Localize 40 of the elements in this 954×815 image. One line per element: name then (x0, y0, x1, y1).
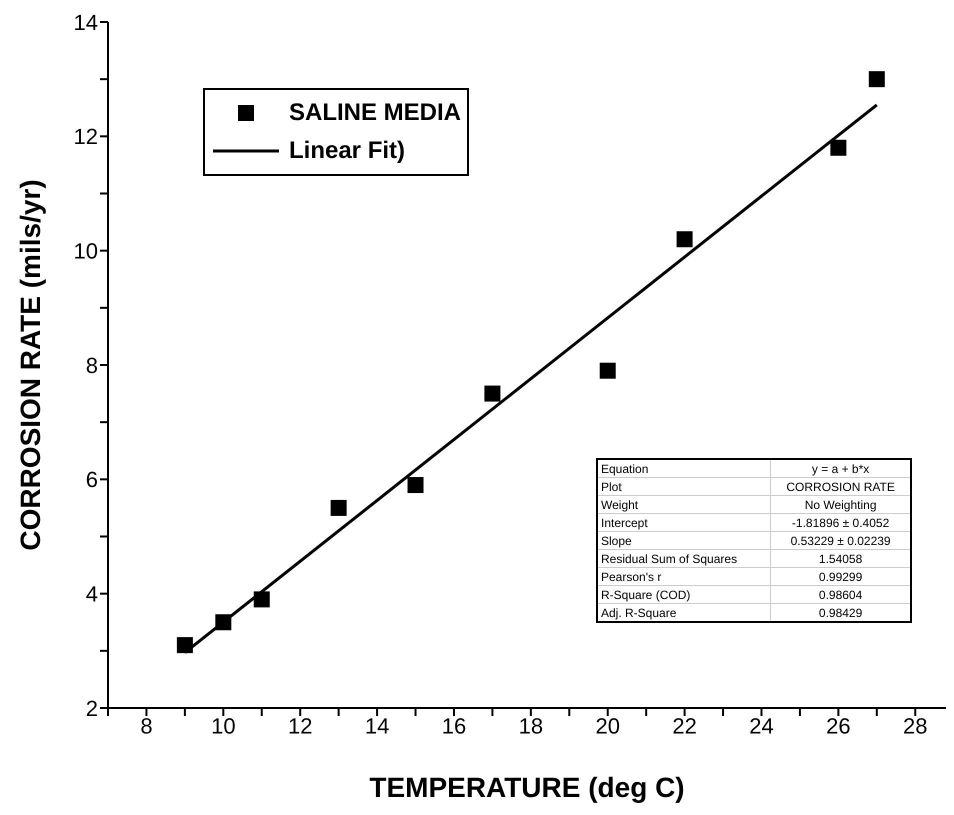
annotation: R-Square (COD) (597, 586, 771, 604)
y-tick-label: 14 (74, 10, 98, 35)
annotation: Plot (597, 478, 771, 496)
y-tick-label: 10 (74, 238, 98, 264)
x-tick-label: 24 (749, 714, 774, 739)
x-tick-label: 26 (826, 714, 851, 739)
annotation: Weight (597, 496, 771, 514)
annotation: 0.53229 ± 0.02239 (770, 532, 911, 550)
legend-label: Linear Fit) (289, 137, 406, 165)
x-tick-label: 16 (442, 714, 466, 739)
annotation: Adj. R-Square (597, 604, 771, 622)
annotation: Equation (597, 459, 771, 478)
annotation: Pearson's r (597, 568, 771, 586)
annotation: y = a + b*x (770, 459, 911, 478)
x-tick-label: 12 (288, 714, 312, 739)
annotation: 0.98604 (770, 586, 911, 604)
x-tick-label: 28 (903, 714, 928, 739)
y-axis-title: CORROSION RATE (mils/yr) (14, 179, 46, 551)
legend-label: SALINE MEDIA (289, 99, 462, 127)
x-tick-label: 14 (364, 714, 390, 739)
x-axis-title: TEMPERATURE (deg C) (369, 772, 685, 803)
annotation: 0.98429 (770, 604, 911, 622)
annotation: No Weighting (770, 496, 911, 514)
annotation: Slope (597, 532, 771, 550)
annotation: -1.81896 ± 0.4052 (770, 514, 911, 532)
x-tick-label: 20 (595, 714, 620, 739)
y-tick-label: 4 (86, 581, 98, 606)
x-tick-label: 18 (518, 714, 544, 739)
y-tick-label: 6 (86, 467, 98, 492)
annotation: Residual Sum of Squares (597, 550, 771, 568)
annotation: Intercept (597, 514, 771, 532)
annotation: CORROSION RATE (770, 478, 911, 496)
y-tick-label: 2 (86, 696, 98, 721)
x-tick-label: 10 (211, 714, 236, 739)
annotation: 0.99299 (770, 568, 911, 586)
y-tick-label: 8 (86, 352, 98, 378)
x-tick-label: 8 (140, 714, 153, 739)
annotation: 1.54058 (770, 550, 911, 568)
y-tick-label: 12 (74, 124, 98, 150)
x-tick-label: 22 (672, 714, 697, 739)
